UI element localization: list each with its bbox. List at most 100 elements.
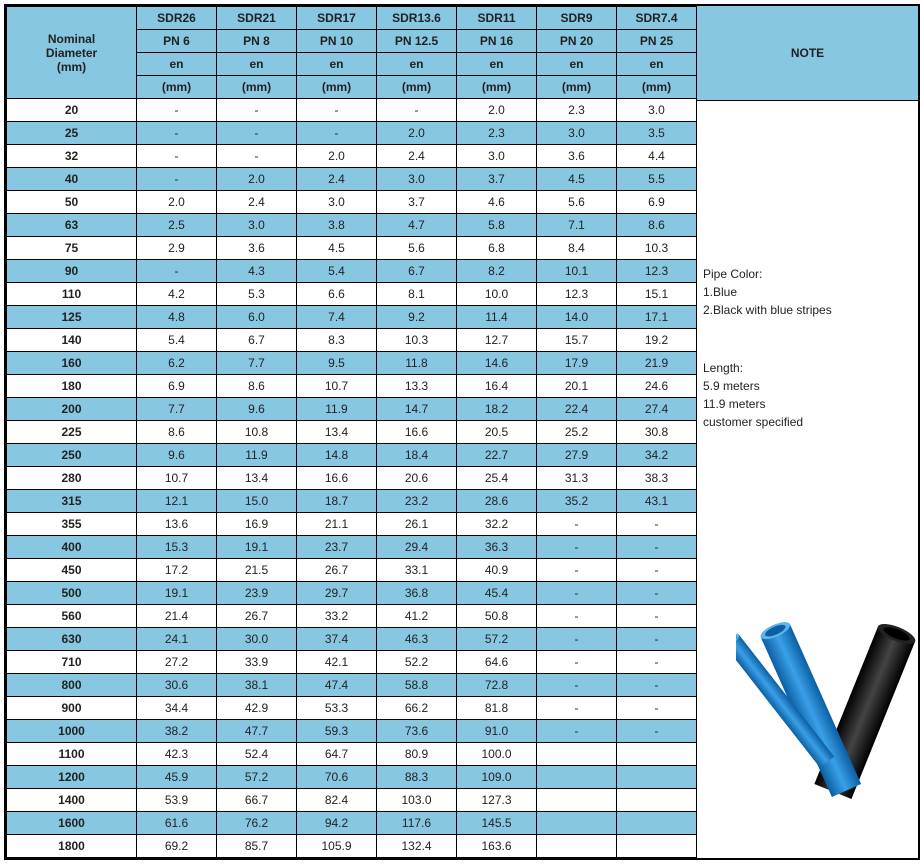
value-cell: 6.7 <box>217 329 297 352</box>
value-cell: 33.9 <box>217 651 297 674</box>
value-cell: 15.3 <box>137 536 217 559</box>
value-cell: 17.9 <box>537 352 617 375</box>
value-cell: 2.9 <box>137 237 217 260</box>
value-cell: 4.6 <box>457 191 537 214</box>
table-row: 2007.79.611.914.718.222.427.4 <box>7 398 697 421</box>
nominal-diameter-cell: 280 <box>7 467 137 490</box>
value-cell: 2.0 <box>297 145 377 168</box>
value-cell: - <box>617 628 697 651</box>
table-row: 752.93.64.55.66.88.410.3 <box>7 237 697 260</box>
value-cell: 16.6 <box>377 421 457 444</box>
value-cell: 69.2 <box>137 835 217 858</box>
value-cell: 46.3 <box>377 628 457 651</box>
nominal-diameter-cell: 710 <box>7 651 137 674</box>
value-cell: 33.2 <box>297 605 377 628</box>
nominal-diameter-cell: 1600 <box>7 812 137 835</box>
value-cell <box>537 766 617 789</box>
value-cell: 7.7 <box>217 352 297 375</box>
table-row: 1405.46.78.310.312.715.719.2 <box>7 329 697 352</box>
value-cell: 25.4 <box>457 467 537 490</box>
value-cell: 16.9 <box>217 513 297 536</box>
value-cell: 20.6 <box>377 467 457 490</box>
value-cell: 30.0 <box>217 628 297 651</box>
value-cell: 24.1 <box>137 628 217 651</box>
value-cell: 12.3 <box>617 260 697 283</box>
value-cell: - <box>537 720 617 743</box>
value-cell: 18.7 <box>297 490 377 513</box>
value-cell: 3.7 <box>457 168 537 191</box>
pn-header: PN 8 <box>217 30 297 53</box>
value-cell: 29.7 <box>297 582 377 605</box>
value-cell: 3.7 <box>377 191 457 214</box>
nominal-diameter-cell: 250 <box>7 444 137 467</box>
value-cell: 80.9 <box>377 743 457 766</box>
value-cell: 8.6 <box>217 375 297 398</box>
nominal-diameter-cell: 90 <box>7 260 137 283</box>
nominal-diameter-cell: 40 <box>7 168 137 191</box>
sdr-header: SDR26 <box>137 7 217 30</box>
value-cell: 14.7 <box>377 398 457 421</box>
value-cell: 76.2 <box>217 812 297 835</box>
value-cell: 31.3 <box>537 467 617 490</box>
value-cell: 64.7 <box>297 743 377 766</box>
value-cell: 8.2 <box>457 260 537 283</box>
value-cell: 32.2 <box>457 513 537 536</box>
value-cell: 4.2 <box>137 283 217 306</box>
value-cell: 2.4 <box>377 145 457 168</box>
table-row: 2509.611.914.818.422.727.934.2 <box>7 444 697 467</box>
en-header: en <box>217 53 297 76</box>
pn-header: PN 12.5 <box>377 30 457 53</box>
value-cell: 3.0 <box>377 168 457 191</box>
value-cell: 6.7 <box>377 260 457 283</box>
value-cell: 3.0 <box>537 122 617 145</box>
value-cell: 2.0 <box>457 99 537 122</box>
table-row: 32--2.02.43.03.64.4 <box>7 145 697 168</box>
note-pipe-color-2: 2.Black with blue stripes <box>703 301 912 319</box>
value-cell: 145.5 <box>457 812 537 835</box>
mm-header: (mm) <box>537 76 617 99</box>
value-cell: 3.6 <box>217 237 297 260</box>
value-cell: - <box>137 260 217 283</box>
sdr-header: SDR7.4 <box>617 7 697 30</box>
value-cell: 8.6 <box>617 214 697 237</box>
value-cell: 2.0 <box>377 122 457 145</box>
value-cell <box>537 789 617 812</box>
value-cell: 6.9 <box>617 191 697 214</box>
table-row: 63024.130.037.446.357.2-- <box>7 628 697 651</box>
table-row: 632.53.03.84.75.87.18.6 <box>7 214 697 237</box>
table-row: 71027.233.942.152.264.6-- <box>7 651 697 674</box>
table-row: 25---2.02.33.03.5 <box>7 122 697 145</box>
value-cell: 3.0 <box>297 191 377 214</box>
value-cell: - <box>537 559 617 582</box>
value-cell: 29.4 <box>377 536 457 559</box>
value-cell: 36.8 <box>377 582 457 605</box>
value-cell: 7.1 <box>537 214 617 237</box>
table-row: 180069.285.7105.9132.4163.6 <box>7 835 697 858</box>
value-cell: 11.4 <box>457 306 537 329</box>
value-cell: 8.1 <box>377 283 457 306</box>
value-cell: 5.8 <box>457 214 537 237</box>
value-cell: 34.2 <box>617 444 697 467</box>
nominal-diameter-cell: 900 <box>7 697 137 720</box>
value-cell: 9.6 <box>137 444 217 467</box>
value-cell: 6.6 <box>297 283 377 306</box>
value-cell: - <box>617 582 697 605</box>
value-cell: 6.0 <box>217 306 297 329</box>
table-row: 90034.442.953.366.281.8-- <box>7 697 697 720</box>
note-body: Pipe Color: 1.Blue 2.Black with blue str… <box>697 101 918 858</box>
nominal-diameter-cell: 25 <box>7 122 137 145</box>
value-cell: 64.6 <box>457 651 537 674</box>
value-cell: 5.6 <box>537 191 617 214</box>
value-cell: 21.9 <box>617 352 697 375</box>
value-cell: 12.3 <box>537 283 617 306</box>
value-cell: 42.9 <box>217 697 297 720</box>
table-row: 56021.426.733.241.250.8-- <box>7 605 697 628</box>
value-cell: - <box>137 168 217 191</box>
pn-header: PN 25 <box>617 30 697 53</box>
value-cell: 103.0 <box>377 789 457 812</box>
value-cell: 2.4 <box>217 191 297 214</box>
value-cell: 21.1 <box>297 513 377 536</box>
note-pipe-color-title: Pipe Color: <box>703 265 912 283</box>
nominal-diameter-cell: 1200 <box>7 766 137 789</box>
value-cell: 45.9 <box>137 766 217 789</box>
